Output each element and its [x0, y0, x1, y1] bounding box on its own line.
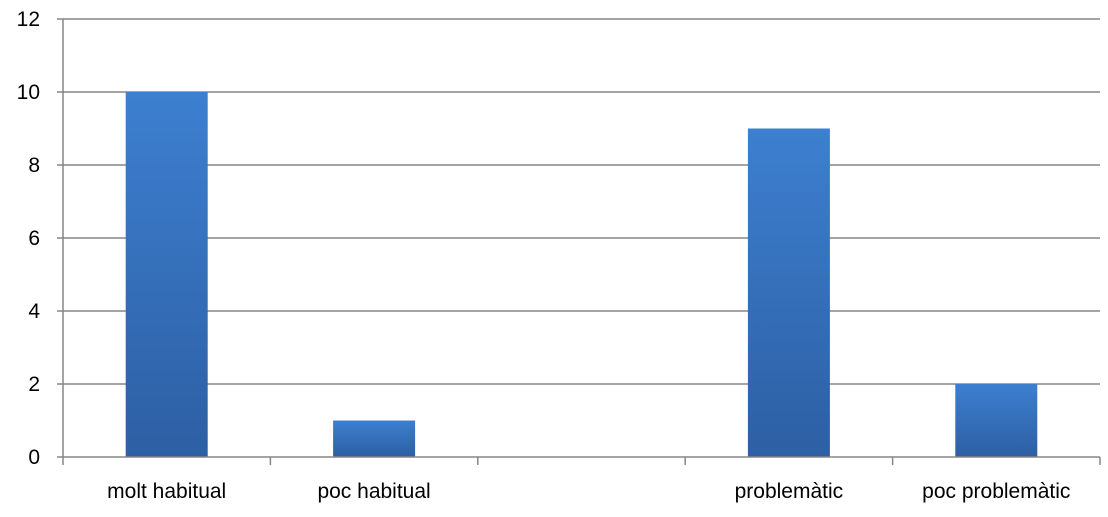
y-tick-label: 4: [28, 300, 40, 323]
x-category-label: problemàtic: [735, 480, 844, 503]
x-category-label: molt habitual: [107, 480, 226, 503]
bar-poc-problemàtic: [955, 384, 1038, 457]
x-category-labels: molt habitual poc habitual problemàtic poc …: [107, 480, 1070, 503]
y-tick-label: 0: [28, 446, 40, 469]
y-tick-label: 2: [28, 373, 40, 396]
x-category-label: poc habitual: [317, 480, 430, 503]
bar-molt-habitual: [125, 92, 208, 457]
y-tick-label: 12: [17, 8, 40, 31]
y-tick-labels: 0 2 4 6 8 10 12: [17, 8, 41, 469]
bar-poc-habitual: [333, 420, 416, 457]
y-tick-label: 6: [28, 227, 40, 250]
y-tick-label: 8: [28, 154, 40, 177]
axes: [57, 18, 1101, 465]
y-tick-label: 10: [17, 81, 40, 104]
bar-problemàtic: [747, 128, 830, 457]
x-category-label: poc problemàtic: [922, 480, 1070, 503]
bars: [125, 92, 1038, 457]
gridlines: [63, 18, 1100, 385]
